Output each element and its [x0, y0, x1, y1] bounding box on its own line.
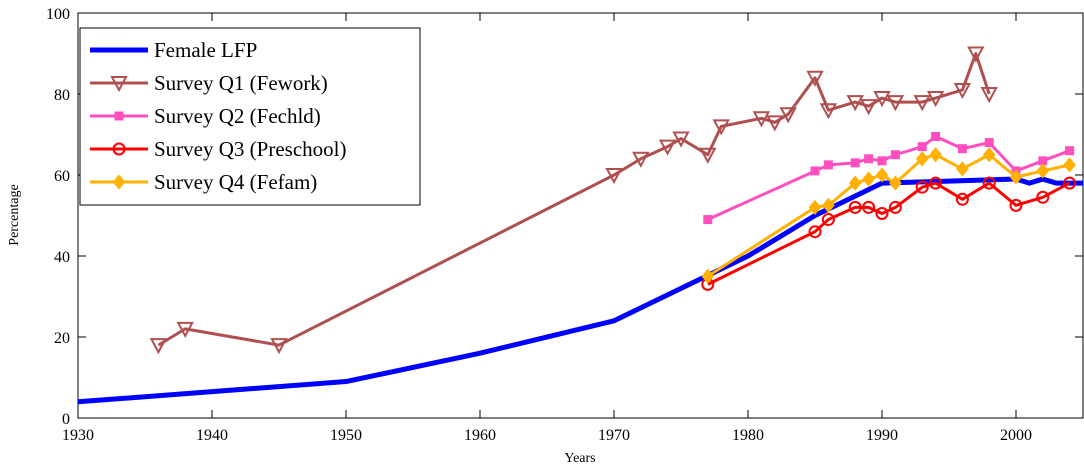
marker	[712, 119, 730, 136]
marker	[955, 192, 969, 206]
y-tick-label: 60	[54, 168, 70, 185]
marker	[149, 338, 168, 355]
marker	[957, 144, 967, 154]
marker	[1036, 163, 1050, 179]
marker	[766, 115, 784, 132]
marker	[873, 91, 891, 108]
series-line	[707, 181, 1071, 286]
marker	[929, 176, 943, 190]
marker	[984, 138, 994, 148]
x-tick-label: 1940	[196, 427, 228, 444]
marker	[808, 199, 822, 215]
marker	[701, 268, 715, 284]
marker	[913, 95, 931, 112]
legend-label: Female LFP	[154, 38, 257, 62]
marker	[886, 95, 905, 112]
marker	[752, 111, 771, 128]
marker	[967, 46, 985, 63]
marker	[864, 154, 874, 164]
x-axis-label: Years	[564, 451, 595, 466]
marker	[658, 139, 677, 156]
marker	[672, 131, 690, 148]
marker	[1063, 176, 1077, 190]
marker	[823, 160, 833, 170]
marker	[877, 156, 887, 166]
marker	[848, 175, 862, 191]
marker	[875, 167, 889, 183]
y-tick-label: 40	[54, 249, 70, 266]
marker	[703, 215, 713, 225]
series-line	[77, 176, 1083, 405]
marker	[862, 200, 876, 214]
marker	[850, 158, 860, 168]
marker	[875, 206, 889, 220]
x-tick-label: 1930	[62, 427, 94, 444]
marker	[888, 200, 902, 214]
marker	[848, 200, 862, 214]
legend-marker	[112, 142, 126, 156]
plot-frame	[77, 12, 1084, 419]
marker	[859, 99, 878, 116]
legend-label: Survey Q2 (Fechld)	[154, 104, 321, 128]
legend-label: Survey Q4 (Fefam)	[154, 170, 317, 194]
x-tick-label: 1980	[732, 427, 764, 444]
marker	[1038, 156, 1048, 166]
marker	[1009, 169, 1023, 185]
marker	[917, 142, 927, 152]
marker	[982, 176, 996, 190]
legend-marker	[110, 76, 128, 93]
legend-marker	[114, 111, 124, 121]
marker	[270, 338, 288, 355]
marker	[915, 180, 929, 194]
marker	[980, 87, 998, 104]
marker	[176, 321, 194, 339]
legend-label: Survey Q1 (Fework)	[154, 71, 328, 95]
marker	[779, 107, 797, 124]
marker	[846, 95, 864, 112]
marker	[822, 197, 835, 213]
marker	[605, 168, 623, 185]
marker	[1065, 146, 1075, 156]
marker	[926, 91, 945, 108]
marker	[862, 171, 875, 187]
marker	[1063, 157, 1076, 173]
y-tick-label: 20	[54, 330, 70, 347]
x-tick-label: 1950	[330, 427, 362, 444]
x-tick-label: 1960	[464, 427, 496, 444]
y-tick-label: 0	[62, 411, 70, 428]
series-line	[706, 153, 1070, 278]
marker	[982, 147, 996, 163]
marker	[929, 147, 942, 163]
marker	[931, 132, 941, 142]
marker	[819, 103, 838, 120]
y-tick-label: 100	[46, 6, 70, 23]
legend-marker	[112, 174, 126, 190]
marker	[632, 151, 650, 168]
marker	[810, 166, 820, 176]
y-axis-label: Percentage	[7, 184, 22, 245]
marker	[956, 161, 969, 177]
x-tick-label: 1990	[866, 427, 898, 444]
marker	[821, 213, 835, 227]
x-tick-label: 2000	[1000, 427, 1032, 444]
marker	[1036, 190, 1050, 204]
marker	[915, 151, 929, 167]
y-tick-label: 80	[54, 87, 70, 104]
marker	[953, 82, 972, 100]
marker	[699, 147, 717, 164]
x-tick-label: 1970	[598, 427, 630, 444]
marker	[1009, 198, 1023, 212]
marker	[806, 70, 824, 87]
marker	[890, 150, 900, 160]
marker	[889, 175, 902, 191]
marker	[808, 225, 822, 239]
legend-label: Survey Q3 (Preschool)	[154, 137, 346, 161]
